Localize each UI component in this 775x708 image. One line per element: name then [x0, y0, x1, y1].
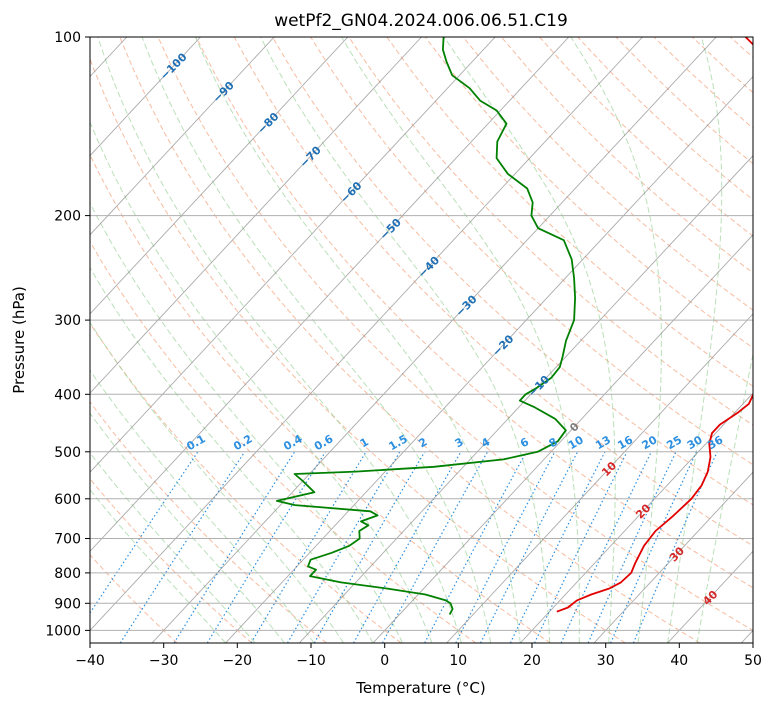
dry-adiabat	[157, 37, 753, 632]
moist-adiabat	[90, 489, 226, 643]
x-tick-label: −20	[223, 653, 253, 669]
dry-adiabat	[310, 37, 753, 466]
dry-adiabat	[462, 37, 753, 311]
dry-adiabat	[90, 57, 626, 643]
isotherm	[90, 37, 422, 394]
isotherm	[90, 37, 570, 552]
x-axis: −40 −30 −20 −10 0 10 20 30 40 50	[75, 643, 762, 669]
x-tick-label: −30	[149, 653, 179, 669]
moist-adiabat	[194, 37, 521, 643]
profiles	[275, 37, 753, 615]
y-tick-label: 200	[54, 209, 81, 225]
isotherm	[519, 392, 753, 643]
dry-adiabat	[769, 37, 775, 643]
x-tick-label: 0	[380, 653, 389, 669]
x-tick-label: 40	[670, 653, 688, 669]
y-tick-label: 300	[54, 313, 81, 329]
moist-adiabat	[90, 452, 256, 643]
y-axis: 100 200 300 400 500 600 700 800 900 1000	[45, 30, 90, 639]
mixing-ratio-line	[509, 451, 606, 643]
mixing-ratio-line	[353, 451, 462, 643]
isotherm	[298, 155, 753, 643]
x-tick-label: −40	[75, 653, 105, 669]
isotherm	[593, 471, 753, 643]
x-axis-label: Temperature (°C)	[355, 679, 485, 697]
mixing-ratio-line	[173, 451, 296, 643]
mixing-ratio-line	[424, 451, 527, 643]
moist-adiabats	[90, 37, 753, 643]
moist-adiabat	[260, 37, 551, 643]
moist-adiabat	[141, 37, 492, 643]
pressure-gridlines	[90, 37, 753, 631]
dry-adiabat	[90, 553, 178, 643]
chart-title: wetPf2_GN04.2024.006.06.51.C19	[274, 11, 568, 31]
moist-adiabat	[90, 266, 374, 643]
dry-adiabat	[90, 478, 253, 643]
x-tick-label: 30	[597, 653, 615, 669]
y-tick-label: 1000	[45, 623, 81, 639]
y-tick-label: 900	[54, 596, 81, 612]
y-tick-label: 700	[54, 532, 81, 548]
isotherm	[90, 37, 643, 632]
mixing-ratio-line	[610, 451, 698, 643]
moist-adiabat	[90, 120, 433, 643]
dewpoint-profile-line	[275, 37, 576, 615]
mixing-ratio-line	[381, 451, 489, 643]
mixing-ratio-line	[250, 451, 367, 643]
moist-adiabat	[97, 37, 462, 643]
dry-adiabat	[90, 240, 477, 643]
y-tick-label: 500	[54, 445, 81, 461]
isotherm	[151, 37, 717, 643]
isotherm	[446, 313, 753, 643]
moist-adiabat	[341, 37, 580, 643]
dry-adiabat	[90, 153, 551, 643]
isotherms	[90, 37, 753, 643]
plot-frame	[89, 36, 754, 644]
moist-adiabat	[696, 351, 753, 643]
isotherm	[90, 37, 349, 315]
isotherm	[90, 37, 496, 473]
isotherm	[90, 37, 275, 236]
moist-adiabat	[90, 412, 285, 643]
x-tick-label: 20	[523, 653, 541, 669]
dry-adiabat	[348, 37, 753, 426]
y-tick-label: 400	[54, 387, 81, 403]
y-tick-label: 800	[54, 566, 81, 582]
moist-adiabat	[570, 37, 662, 643]
dry-adiabat	[119, 37, 701, 643]
y-tick-label: 600	[54, 492, 81, 508]
moist-adiabat	[90, 201, 403, 643]
moist-adiabat	[443, 37, 616, 643]
moist-adiabat	[90, 321, 344, 643]
dry-adiabat	[424, 37, 753, 349]
isotherm	[225, 75, 753, 643]
moist-adiabat	[90, 369, 315, 643]
isotherm	[90, 37, 201, 157]
y-tick-label: 100	[54, 30, 81, 46]
moist-adiabat	[667, 37, 723, 643]
y-axis-label: Pressure (hPa)	[10, 286, 28, 394]
temperature-profile-line	[556, 37, 753, 613]
x-tick-label: 50	[744, 653, 762, 669]
isotherm	[372, 234, 753, 643]
x-tick-label: −10	[296, 653, 326, 669]
x-tick-label: 10	[449, 653, 467, 669]
